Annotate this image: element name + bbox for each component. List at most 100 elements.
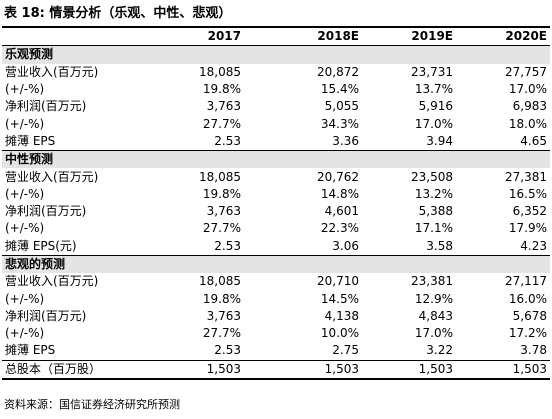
table-cell: 3,763: [206, 99, 241, 114]
table-row: (+/-%) 27.7% 10.0% 17.0% 17.2%: [2, 325, 550, 342]
table-cell: 1,503: [244, 359, 362, 380]
table-cell: 3.36: [332, 133, 359, 148]
table-cell: 3.78: [520, 343, 547, 358]
table-cell: 17.0%: [414, 326, 453, 341]
table-cell: 19.8%: [202, 186, 241, 201]
table-row: (+/-%) 27.7% 34.3% 17.0% 18.0%: [2, 115, 550, 132]
table-cell: 6,983: [512, 99, 547, 114]
table-cell: 2.53: [214, 343, 241, 358]
table-cell: 3.94: [426, 133, 453, 148]
table-cell: 6,352: [512, 204, 547, 219]
table-cell: 3,763: [206, 204, 241, 219]
table-cell: 27.7%: [202, 116, 241, 131]
section-row: 悲观的预测: [2, 254, 550, 274]
table-cell: 5,916: [418, 99, 453, 114]
table-cell: 27.7%: [202, 221, 241, 236]
table-cell: 27,757: [505, 64, 547, 79]
section-label: 中性预测: [2, 150, 162, 169]
table-cell: 2018E: [244, 26, 362, 47]
table-cell: [162, 150, 244, 169]
table-cell: 15.4%: [320, 82, 359, 97]
table-cell: 23,381: [411, 274, 453, 289]
table-cell: 净利润(百万元): [5, 308, 87, 323]
table-cell: 2017: [162, 26, 244, 47]
table-row: 净利润(百万元) 3,763 4,601 5,388 6,352: [2, 203, 550, 220]
table-cell: 27,117: [505, 274, 547, 289]
table-cell: 净利润(百万元): [5, 99, 87, 114]
table-cell: [362, 45, 456, 64]
table-cell: 4.23: [520, 238, 547, 253]
table-cell: 1,503: [362, 359, 456, 380]
table-cell: 1,503: [162, 359, 244, 380]
table-cell: [244, 45, 362, 64]
table-cell: 34.3%: [320, 116, 359, 131]
table-cell: 5,388: [418, 204, 453, 219]
table-cell: [456, 45, 550, 64]
table-cell: 4,138: [324, 308, 359, 323]
table-cell: 摊薄 EPS: [5, 133, 56, 148]
table-row: (+/-%) 19.8% 14.8% 13.2% 16.5%: [2, 186, 550, 203]
table-cell: 4,601: [324, 204, 359, 219]
table-cell: 2.75: [332, 343, 359, 358]
table-cell: 3.06: [332, 238, 359, 253]
table-cell: (+/-%): [5, 186, 45, 201]
table-cell: 17.0%: [508, 82, 547, 97]
table-cell: 5,678: [512, 308, 547, 323]
table-cell: 14.5%: [320, 291, 359, 306]
table-cell: 17.2%: [508, 326, 547, 341]
section-label: 悲观的预测: [2, 254, 162, 274]
table-row: 营业收入(百万元) 18,085 20,710 23,381 27,117: [2, 273, 550, 290]
table-cell: 2020E: [456, 26, 550, 47]
title: 表 18: 情景分析（乐观、中性、悲观）: [4, 6, 232, 21]
table-row: 总股本（百万股） 1,503 1,503 1,503 1,503: [2, 359, 550, 380]
table-cell: 2.53: [214, 238, 241, 253]
table-cell: (+/-%): [5, 116, 45, 131]
table-row: 摊薄 EPS 2.53 3.36 3.94 4.65: [2, 133, 550, 151]
table-cell: 营业收入(百万元): [5, 274, 99, 289]
table-cell: [362, 150, 456, 169]
table-cell: 摊薄 EPS(元): [5, 238, 77, 253]
table-cell: 20,710: [317, 274, 359, 289]
table-row: 2017 2018E 2019E 2020E: [2, 26, 550, 47]
table-cell: 23,731: [411, 64, 453, 79]
table-row: 营业收入(百万元) 18,085 20,762 23,508 27,381: [2, 168, 550, 185]
table-row: (+/-%) 27.7% 22.3% 17.1% 17.9%: [2, 220, 550, 237]
table-row: 净利润(百万元) 3,763 5,055 5,916 6,983: [2, 98, 550, 115]
table-row: 净利润(百万元) 3,763 4,138 4,843 5,678: [2, 308, 550, 325]
table-cell: 17.9%: [508, 221, 547, 236]
table-row: (+/-%) 19.8% 15.4% 13.7% 17.0%: [2, 81, 550, 98]
table-cell: 1,503: [456, 359, 550, 380]
table-cell: 19.8%: [202, 82, 241, 97]
table-cell: 2.53: [214, 133, 241, 148]
table-cell: 17.0%: [414, 116, 453, 131]
table-cell: 19.8%: [202, 291, 241, 306]
table-cell: 20,872: [317, 64, 359, 79]
table-cell: 总股本（百万股）: [2, 359, 162, 380]
table-cell: 12.9%: [414, 291, 453, 306]
table-cell: 17.1%: [414, 221, 453, 236]
table-cell: 13.7%: [414, 82, 453, 97]
table-cell: [456, 150, 550, 169]
table-row: 摊薄 EPS(元) 2.53 3.06 3.58 4.23: [2, 238, 550, 256]
table-cell: [2, 26, 162, 47]
table-row: 营业收入(百万元) 18,085 20,872 23,731 27,757: [2, 64, 550, 81]
table-cell: 27.7%: [202, 326, 241, 341]
table-cell: 14.8%: [320, 186, 359, 201]
table-cell: 16.5%: [508, 186, 547, 201]
table-cell: 3.58: [426, 238, 453, 253]
table-cell: 3.22: [426, 343, 453, 358]
table-cell: [162, 45, 244, 64]
table-cell: 2019E: [362, 26, 456, 47]
table: 2017 2018E 2019E 2020E 乐观预测 营业收入(百万元) 18,085 20…: [2, 26, 550, 380]
table-cell: 净利润(百万元): [5, 204, 87, 219]
table-cell: 27,381: [505, 169, 547, 184]
table-cell: (+/-%): [5, 221, 45, 236]
table-row: 摊薄 EPS 2.53 2.75 3.22 3.78: [2, 342, 550, 360]
table-cell: 4.65: [520, 133, 547, 148]
table-cell: 4,843: [418, 308, 453, 323]
table-cell: 18,085: [199, 274, 241, 289]
table-cell: 营业收入(百万元): [5, 169, 99, 184]
table-row: (+/-%) 19.8% 14.5% 12.9% 16.0%: [2, 290, 550, 307]
table-cell: (+/-%): [5, 326, 45, 341]
table-cell: [244, 150, 362, 169]
